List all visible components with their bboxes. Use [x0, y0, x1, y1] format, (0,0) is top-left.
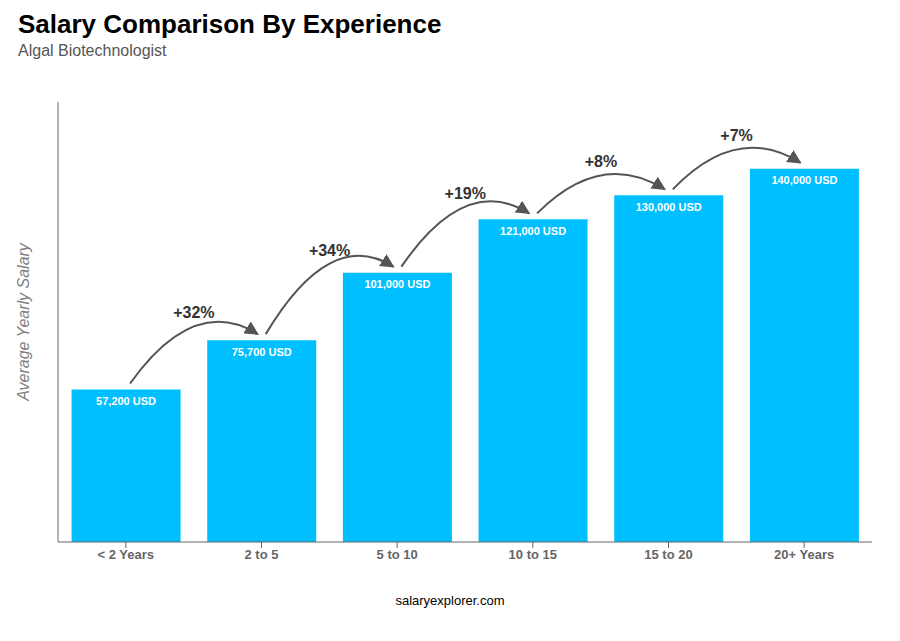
svg-text:+34%: +34%	[309, 242, 350, 259]
svg-text:2 to 5: 2 to 5	[245, 547, 279, 562]
html-text:Salary Comparison By Experienc: Salary Comparison By Experience	[18, 9, 442, 39]
svg-text:< 2 Years: < 2 Years	[98, 547, 155, 562]
svg-text:75,700 USD: 75,700 USD	[232, 346, 292, 358]
svg-text:101,000 USD: 101,000 USD	[364, 278, 430, 290]
svg-text:140,000 USD: 140,000 USD	[771, 174, 837, 186]
svg-text:15 to 20: 15 to 20	[644, 547, 692, 562]
svg-text:+19%: +19%	[445, 185, 486, 202]
svg-text:+7%: +7%	[720, 127, 752, 144]
svg-text:Average Yearly Salary: Average Yearly Salary	[15, 242, 32, 402]
svg-text:5 to 10: 5 to 10	[377, 547, 418, 562]
svg-text:+32%: +32%	[173, 304, 214, 321]
svg-text:+8%: +8%	[585, 153, 617, 170]
html-text:Algal Biotechnologist: Algal Biotechnologist	[18, 42, 167, 59]
svg-text:20+ Years: 20+ Years	[774, 547, 834, 562]
svg-text:130,000 USD: 130,000 USD	[636, 201, 702, 213]
svg-text:121,000 USD: 121,000 USD	[500, 225, 566, 237]
svg-text:57,200 USD: 57,200 USD	[96, 395, 156, 407]
html-text:salaryexplorer.com: salaryexplorer.com	[395, 593, 505, 608]
svg-text:10 to 15: 10 to 15	[509, 547, 557, 562]
